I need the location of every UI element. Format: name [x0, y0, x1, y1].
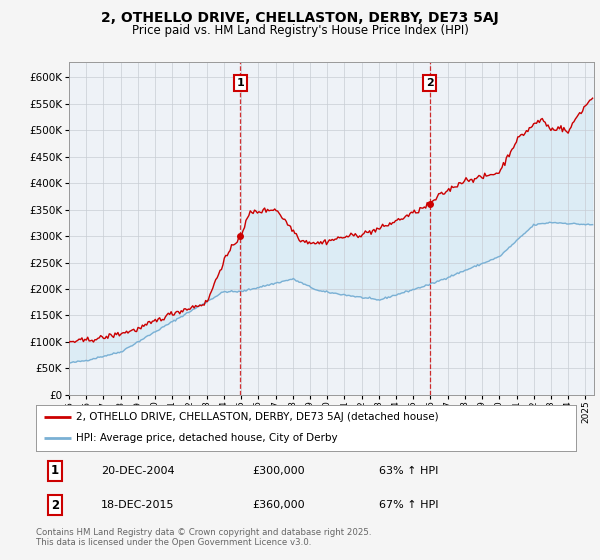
Text: 2, OTHELLO DRIVE, CHELLASTON, DERBY, DE73 5AJ (detached house): 2, OTHELLO DRIVE, CHELLASTON, DERBY, DE7… — [77, 412, 439, 422]
Text: £300,000: £300,000 — [252, 466, 305, 476]
Text: HPI: Average price, detached house, City of Derby: HPI: Average price, detached house, City… — [77, 433, 338, 444]
Text: 2: 2 — [426, 78, 434, 88]
Text: 2, OTHELLO DRIVE, CHELLASTON, DERBY, DE73 5AJ: 2, OTHELLO DRIVE, CHELLASTON, DERBY, DE7… — [101, 11, 499, 25]
Text: 63% ↑ HPI: 63% ↑ HPI — [379, 466, 438, 476]
Text: 1: 1 — [236, 78, 244, 88]
Text: 67% ↑ HPI: 67% ↑ HPI — [379, 500, 439, 510]
Text: 18-DEC-2015: 18-DEC-2015 — [101, 500, 175, 510]
Text: 20-DEC-2004: 20-DEC-2004 — [101, 466, 175, 476]
Text: 1: 1 — [51, 464, 59, 478]
Text: 2: 2 — [51, 498, 59, 512]
Text: Contains HM Land Registry data © Crown copyright and database right 2025.
This d: Contains HM Land Registry data © Crown c… — [36, 528, 371, 547]
Text: Price paid vs. HM Land Registry's House Price Index (HPI): Price paid vs. HM Land Registry's House … — [131, 24, 469, 36]
Text: £360,000: £360,000 — [252, 500, 305, 510]
